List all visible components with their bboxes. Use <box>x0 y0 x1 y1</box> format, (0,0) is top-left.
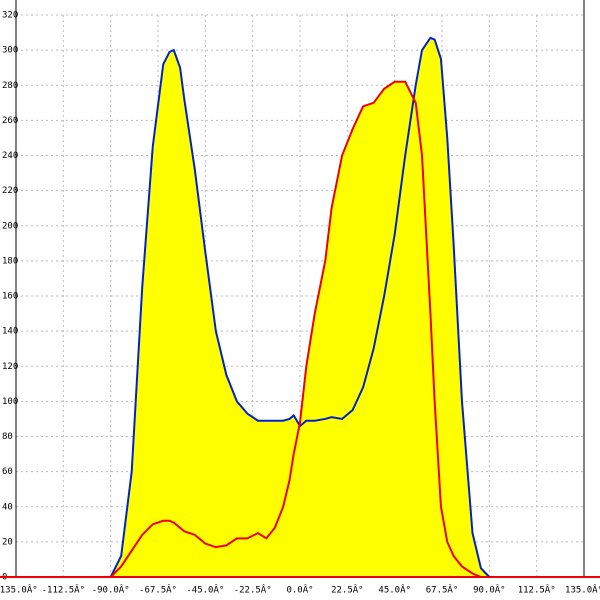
y-tick-label: 120 <box>2 362 18 372</box>
x-tick-label: -67.5Â° <box>139 584 177 596</box>
y-tick-label: 200 <box>2 221 18 231</box>
series-line <box>109 80 490 578</box>
y-tick-label: 180 <box>2 256 18 266</box>
x-tick-label: 0.0Â° <box>286 584 313 596</box>
x-tick-label: -45.0Â° <box>186 584 224 596</box>
x-tick-label: 112.5Â° <box>518 584 556 596</box>
y-tick-label: 140 <box>2 327 18 337</box>
y-tick-label: 320 <box>2 11 18 21</box>
x-tick-label: 135.0Â° <box>565 584 600 596</box>
x-tick-label: -112.5Â° <box>42 584 85 596</box>
y-tick-label: 60 <box>2 467 13 477</box>
x-tick-label: -90.0Â° <box>92 584 130 596</box>
y-tick-label: 220 <box>2 186 18 196</box>
x-tick-label: 90.0Â° <box>473 584 506 596</box>
x-tick-label: 45.0Â° <box>378 584 411 596</box>
y-tick-label: 260 <box>2 116 18 126</box>
y-tick-label: 300 <box>2 46 18 56</box>
y-tick-label: 40 <box>2 502 13 512</box>
y-tick-label: 80 <box>2 432 13 442</box>
y-tick-label: 160 <box>2 292 18 302</box>
x-tick-label: -135.0Â° <box>0 584 38 596</box>
area-fill <box>110 81 490 578</box>
y-tick-label: 20 <box>2 537 13 547</box>
y-tick-label: 100 <box>2 397 18 407</box>
y-tick-label: 240 <box>2 151 18 161</box>
x-tick-label: -22.5Â° <box>234 584 272 596</box>
y-tick-label: 280 <box>2 81 18 91</box>
x-tick-label: 67.5Â° <box>426 584 459 596</box>
x-tick-label: 22.5Â° <box>331 584 364 596</box>
